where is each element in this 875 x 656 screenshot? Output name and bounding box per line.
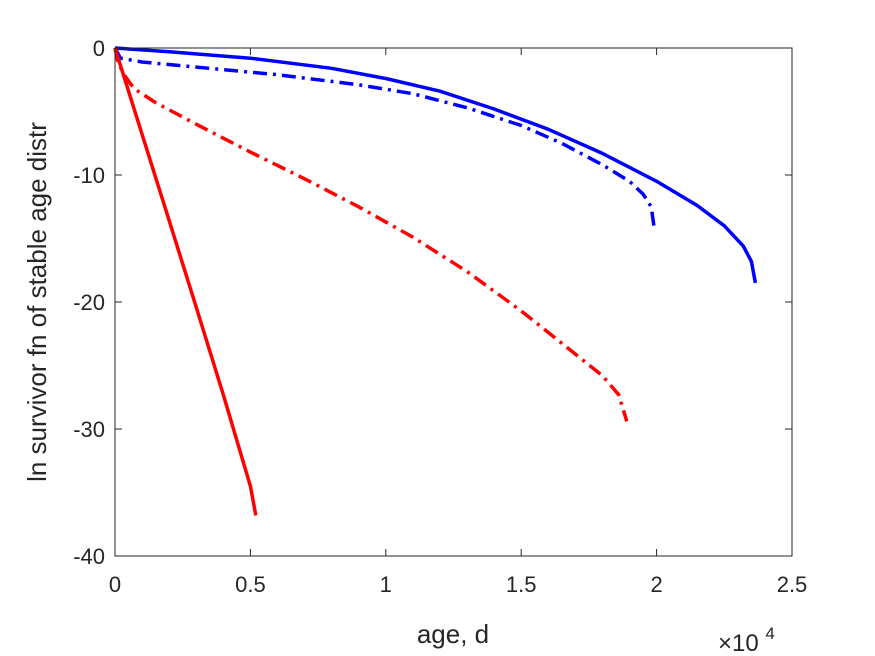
series-line-3 <box>113 47 629 422</box>
x-tick-label: 1 <box>380 572 392 597</box>
x-tick-label: 1.5 <box>506 572 537 597</box>
x-tick-label: 2.5 <box>777 572 808 597</box>
x-tick-label: 0 <box>109 572 121 597</box>
x-tick-label: 0.5 <box>235 572 266 597</box>
tick-layer: 0 0.5 1 1.5 2 2.5 -40 -30 -20 -10 0 <box>73 36 807 597</box>
series-line-1 <box>114 46 758 284</box>
y-tick-label: -20 <box>73 290 105 315</box>
y-axis-label: ln survivor fn of stable age distr <box>22 122 52 482</box>
y-tick-label: -10 <box>73 163 105 188</box>
x-tick-label: 2 <box>650 572 662 597</box>
plot-background <box>115 48 792 556</box>
y-tick-label: 0 <box>93 36 105 61</box>
x-multiplier-exponent: 4 <box>765 624 774 643</box>
y-tick-label: -30 <box>73 417 105 442</box>
x-multiplier-base: ×10 <box>718 630 759 656</box>
y-tick-label: -40 <box>73 544 105 569</box>
x-multiplier-label: ×10 4 <box>718 624 775 656</box>
series-layer <box>113 46 758 516</box>
x-axis-label: age, d <box>417 619 489 649</box>
series-line-2 <box>113 47 656 227</box>
series-line-4 <box>113 47 258 516</box>
